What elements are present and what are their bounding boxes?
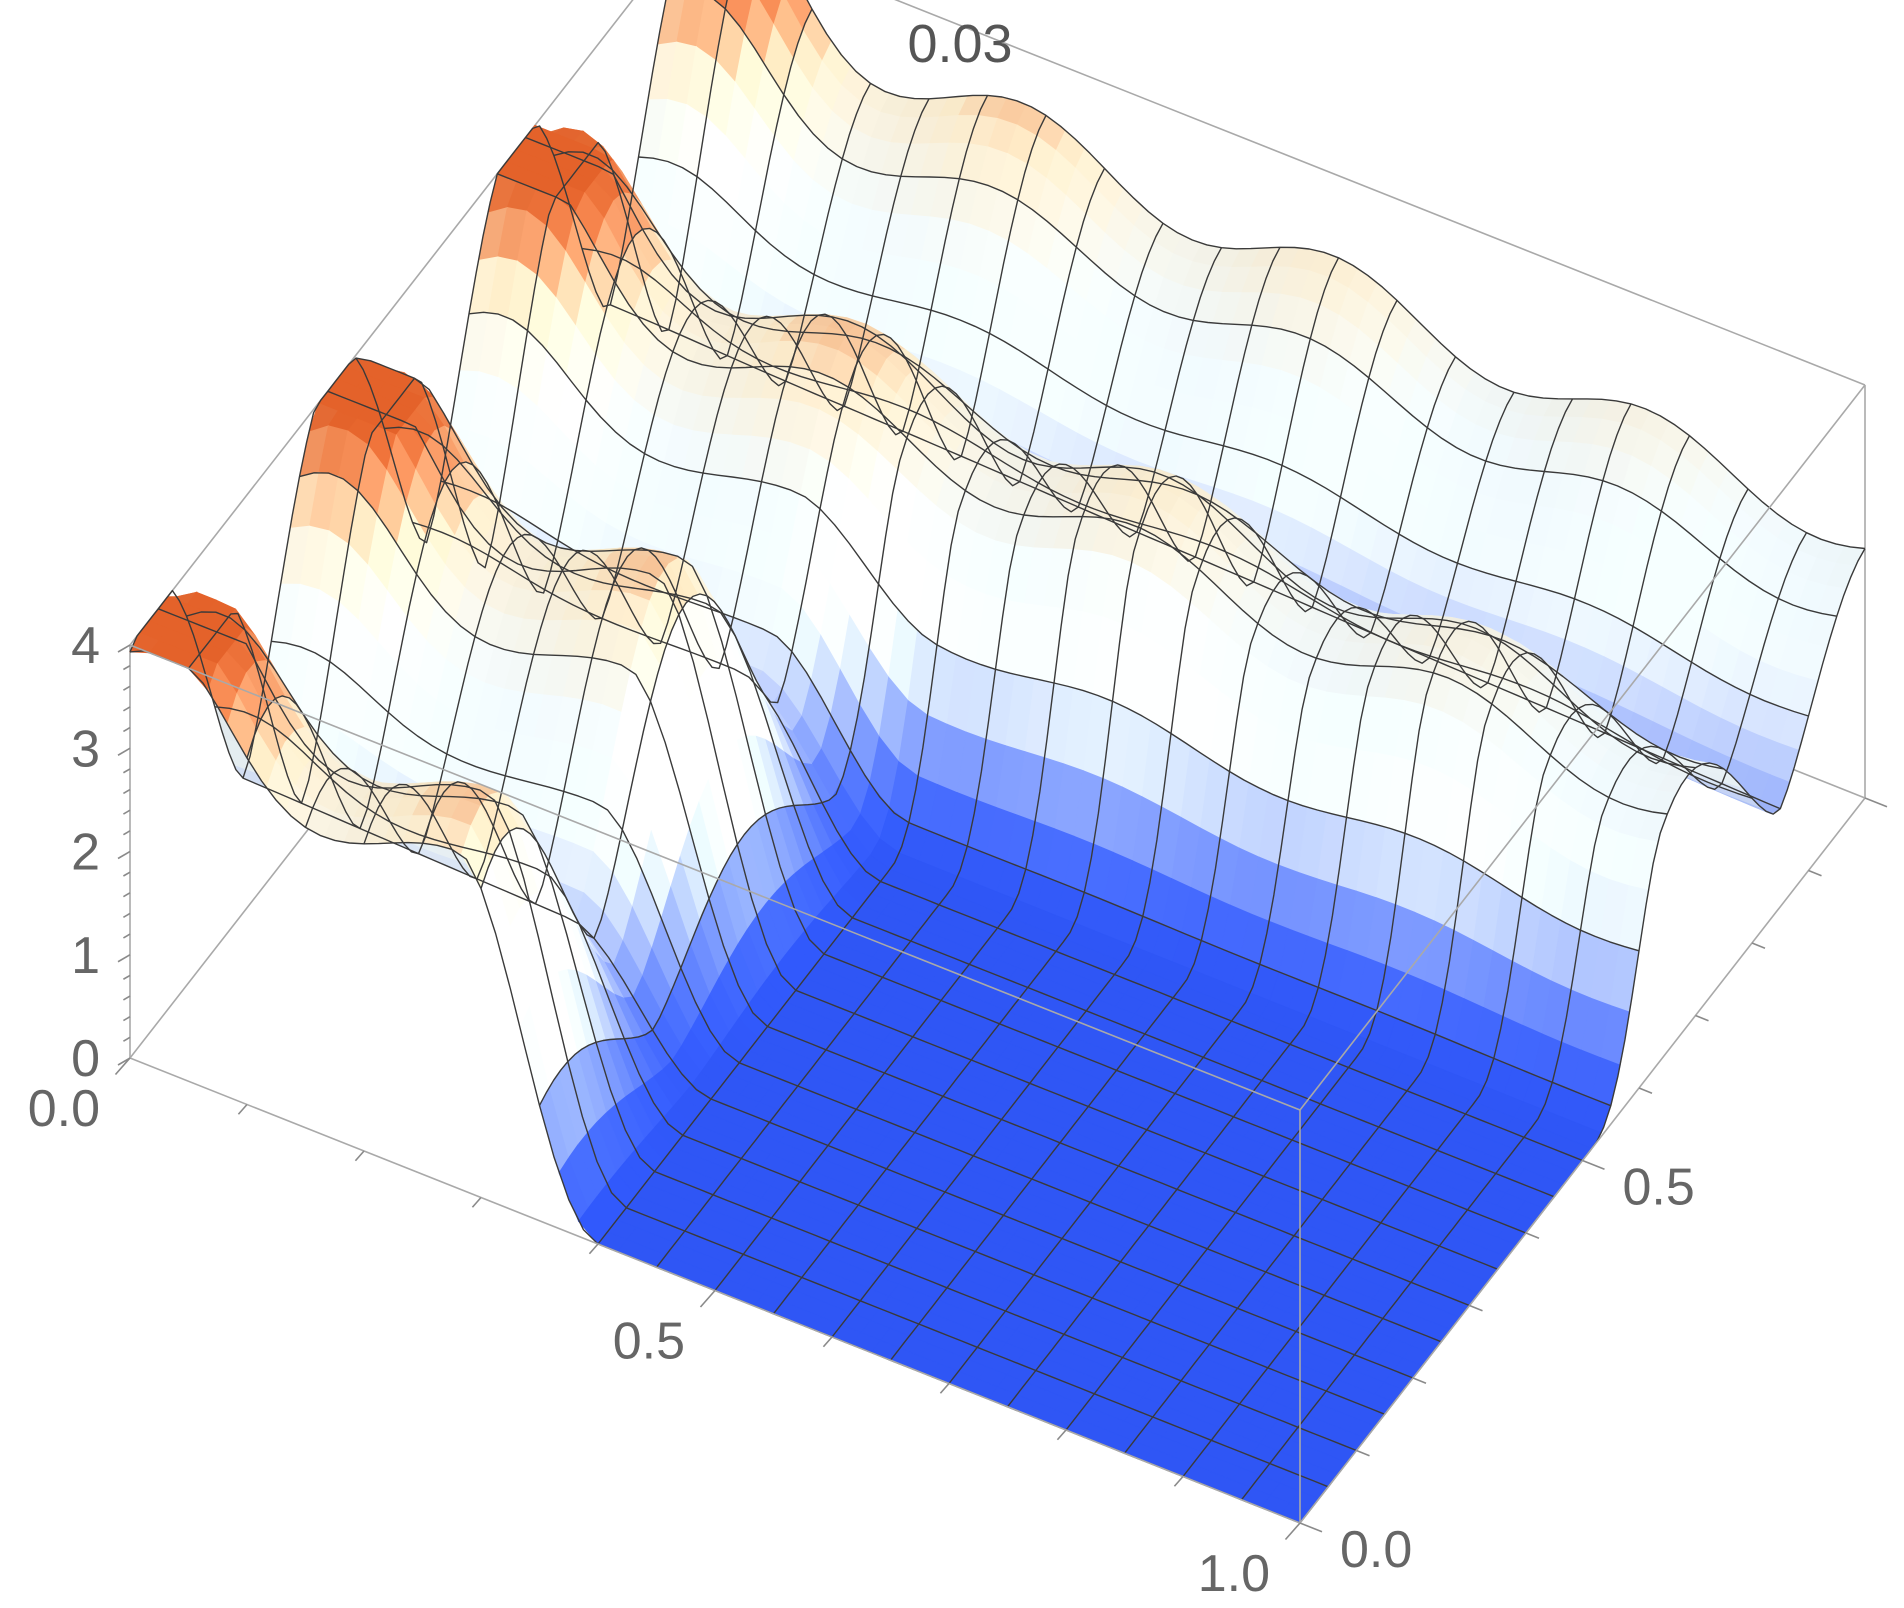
z-tick xyxy=(122,768,131,774)
x-tick xyxy=(471,1196,482,1208)
z-tick xyxy=(117,747,131,756)
z-tick xyxy=(122,685,131,691)
z-tick xyxy=(117,644,131,653)
x-tick xyxy=(1056,1429,1067,1441)
z-tick xyxy=(122,995,131,1001)
box-edge-back xyxy=(129,0,634,646)
y-tick xyxy=(1695,1014,1709,1022)
x-tick-label: 1.0 xyxy=(1198,1545,1270,1603)
x-tick xyxy=(699,1289,716,1308)
x-tick xyxy=(237,1103,248,1115)
y-tick xyxy=(1808,869,1822,877)
z-tick-label: 2 xyxy=(71,824,100,882)
y-tick xyxy=(1469,1304,1483,1312)
x-tick xyxy=(114,1057,131,1076)
z-tick xyxy=(122,892,131,898)
z-tick xyxy=(122,706,131,712)
y-tick xyxy=(1864,797,1888,808)
x-tick xyxy=(588,1243,599,1255)
y-tick xyxy=(1356,1449,1370,1457)
box-edge-back xyxy=(894,0,1866,386)
z-tick xyxy=(122,809,131,815)
y-tick xyxy=(1412,1377,1427,1384)
z-tick xyxy=(122,1016,131,1022)
z-tick-label: 3 xyxy=(71,720,100,778)
z-tick xyxy=(122,871,131,877)
z-tick xyxy=(122,974,131,980)
z-tick xyxy=(122,933,131,939)
y-tick-label: 0.0 xyxy=(1340,1521,1412,1579)
y-tick xyxy=(1582,1159,1605,1171)
y-tick xyxy=(1525,1232,1540,1239)
z-tick-label: 4 xyxy=(71,617,100,675)
z-tick xyxy=(122,912,131,918)
z-tick xyxy=(122,788,131,795)
z-tick-label: 1 xyxy=(71,927,100,985)
x-tick xyxy=(939,1382,950,1394)
surface-mesh xyxy=(129,0,1866,1524)
z-tick xyxy=(117,850,131,860)
plot-title: 0.03 xyxy=(907,14,1012,74)
z-tick xyxy=(117,954,131,963)
x-tick xyxy=(1284,1522,1301,1541)
x-tick xyxy=(354,1150,365,1162)
z-tick xyxy=(122,726,131,733)
z-tick xyxy=(122,830,131,836)
z-tick xyxy=(122,1036,131,1042)
y-tick xyxy=(1638,1087,1653,1094)
x-tick-label: 0.0 xyxy=(28,1080,100,1138)
x-tick xyxy=(1173,1475,1184,1487)
y-tick xyxy=(1299,1522,1323,1533)
y-tick xyxy=(1751,942,1766,949)
x-tick xyxy=(822,1336,833,1348)
z-tick xyxy=(122,664,131,671)
y-tick-label: 0.5 xyxy=(1623,1159,1695,1217)
x-tick-label: 0.5 xyxy=(613,1313,685,1371)
z-tick-label: 0 xyxy=(71,1030,100,1088)
